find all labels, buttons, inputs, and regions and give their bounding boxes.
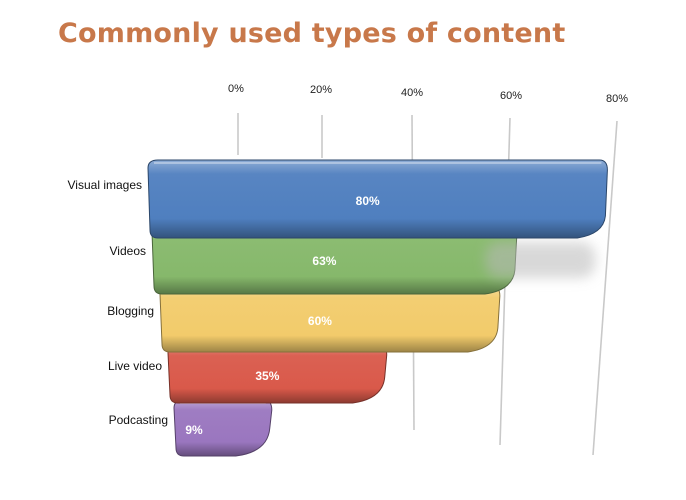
category-label: Videos [110,244,146,258]
data-label: 63% [312,254,336,268]
bars: 9% 35% 60% 63% 80% [147,159,608,457]
category-label: Visual images [68,178,142,192]
data-label: 60% [308,314,332,328]
x-axis-ticks: 0% 20% 40% 60% 80% [228,83,628,105]
category-label: Podcasting [109,413,168,427]
x-tick-label: 0% [228,83,244,95]
gridline [592,120,618,456]
bar-shadow [485,242,596,278]
x-tick-label: 20% [310,84,332,96]
x-tick-label: 60% [500,90,522,102]
x-tick-label: 80% [606,93,628,105]
x-tick-label: 40% [401,87,423,99]
category-label: Live video [108,359,162,373]
data-label: 80% [356,194,380,208]
data-label: 35% [255,369,279,383]
category-labels: Podcasting Live video Blogging Videos Visual… [68,178,168,427]
bar [173,399,273,457]
bar [147,159,608,239]
category-label: Blogging [107,304,154,318]
chart-title: Commonly used types of content [58,18,566,49]
data-label: 9% [185,423,203,437]
